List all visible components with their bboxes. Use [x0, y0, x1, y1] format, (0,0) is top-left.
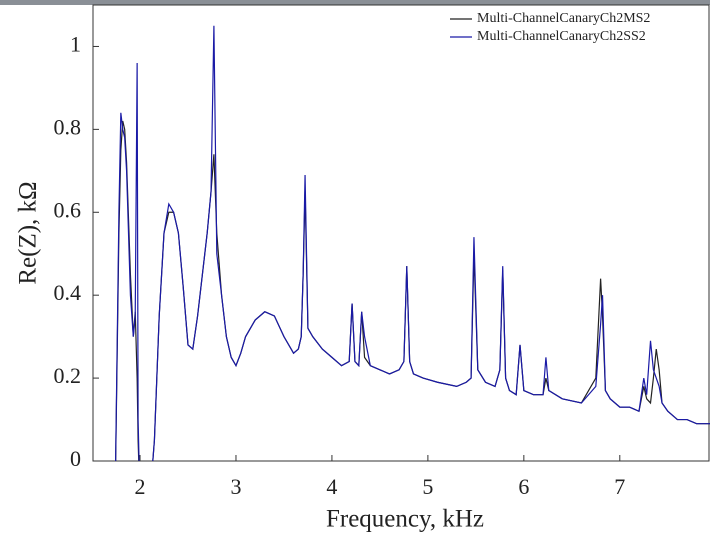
y-tick-label: 0.2 [54, 363, 82, 388]
y-tick-label: 1 [70, 32, 81, 57]
x-tick-label: 4 [326, 474, 337, 499]
x-tick-label: 5 [422, 474, 433, 499]
x-axis-label: Frequency, kHz [326, 506, 484, 533]
legend-label: Multi-ChannelCanaryCh2SS2 [477, 29, 646, 44]
legend-label: Multi-ChannelCanaryCh2MS2 [477, 11, 650, 26]
x-tick-label: 2 [135, 474, 146, 499]
x-tick-label: 6 [518, 474, 529, 499]
y-axis-label: Re(Z), kΩ [15, 181, 42, 284]
y-tick-label: 0.8 [54, 114, 82, 139]
series-line [115, 120, 710, 461]
y-tick-label: 0.4 [54, 280, 82, 305]
y-tick-label: 0 [70, 446, 81, 471]
x-tick-label: 3 [230, 474, 241, 499]
top-strip [0, 0, 710, 5]
series-line [115, 25, 710, 461]
plot-area [115, 25, 710, 461]
x-tick-label: 7 [614, 474, 625, 499]
y-tick-label: 0.6 [54, 197, 82, 222]
plot-frame [92, 4, 710, 462]
